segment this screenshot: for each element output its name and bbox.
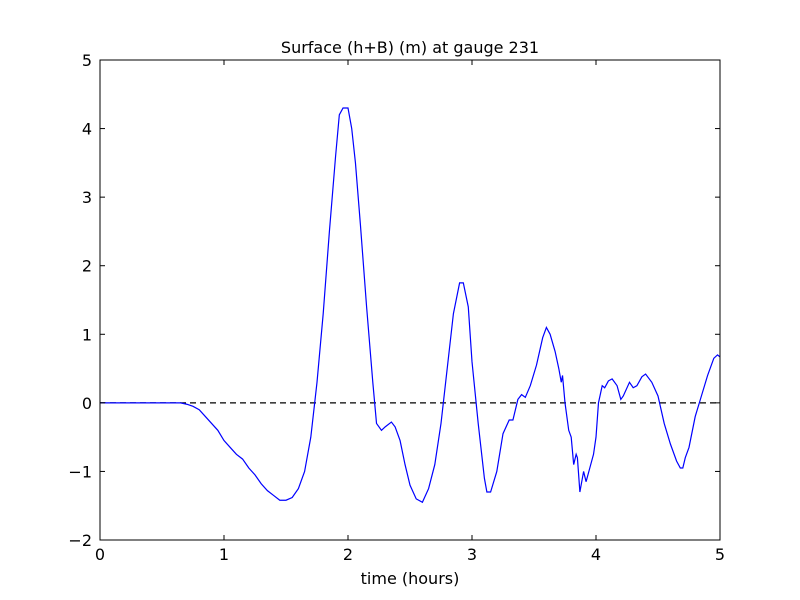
y-tick-label: 0 <box>82 394 92 413</box>
y-tick-label: 5 <box>82 51 92 70</box>
y-tick-label: 4 <box>82 120 92 139</box>
x-tick-label: 0 <box>95 545 105 564</box>
axes-frame <box>99 59 721 541</box>
y-tick-label: 2 <box>82 257 92 276</box>
chart-title: Surface (h+B) (m) at gauge 231 <box>281 38 539 57</box>
x-tick-label: 5 <box>715 545 725 564</box>
x-tick-label: 4 <box>591 545 601 564</box>
x-axis-label: time (hours) <box>361 569 460 588</box>
x-tick-label: 1 <box>219 545 229 564</box>
x-tick-label: 2 <box>343 545 353 564</box>
x-tick-label: 3 <box>467 545 477 564</box>
data-line <box>100 107 721 504</box>
y-tick-label: 1 <box>82 325 92 344</box>
y-tick-label: −2 <box>68 531 92 550</box>
y-tick-label: −1 <box>68 462 92 481</box>
y-tick-label: 3 <box>82 188 92 207</box>
